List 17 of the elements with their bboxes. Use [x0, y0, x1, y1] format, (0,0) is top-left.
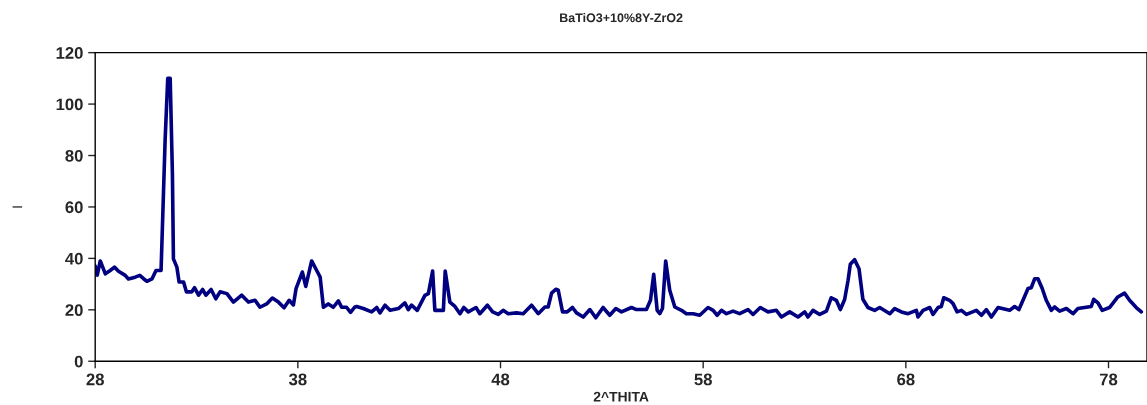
line-series: [95, 76, 1144, 320]
y-tick-label: 100: [56, 98, 83, 111]
y-tick-label: 120: [56, 47, 83, 59]
y-tick-label: 0: [74, 355, 83, 368]
y-tick-label: 80: [65, 149, 83, 162]
x-tick-label: 28: [86, 373, 104, 386]
y-tick-label: 60: [65, 201, 83, 214]
x-tick-label: 78: [1099, 373, 1118, 386]
x-axis-title: 2^THITA: [593, 391, 649, 402]
y-tick-label: 40: [65, 252, 83, 265]
y-tick-label: 20: [65, 304, 83, 317]
chart-title: BaTiO3+10%8Y-ZrO2: [560, 13, 683, 23]
x-tick-label: 48: [491, 373, 510, 386]
x-tick-label: 58: [694, 373, 712, 386]
x-tick-label: 38: [288, 373, 307, 386]
x-tick-label: 68: [897, 373, 915, 386]
y-axis-title: I: [12, 206, 23, 208]
